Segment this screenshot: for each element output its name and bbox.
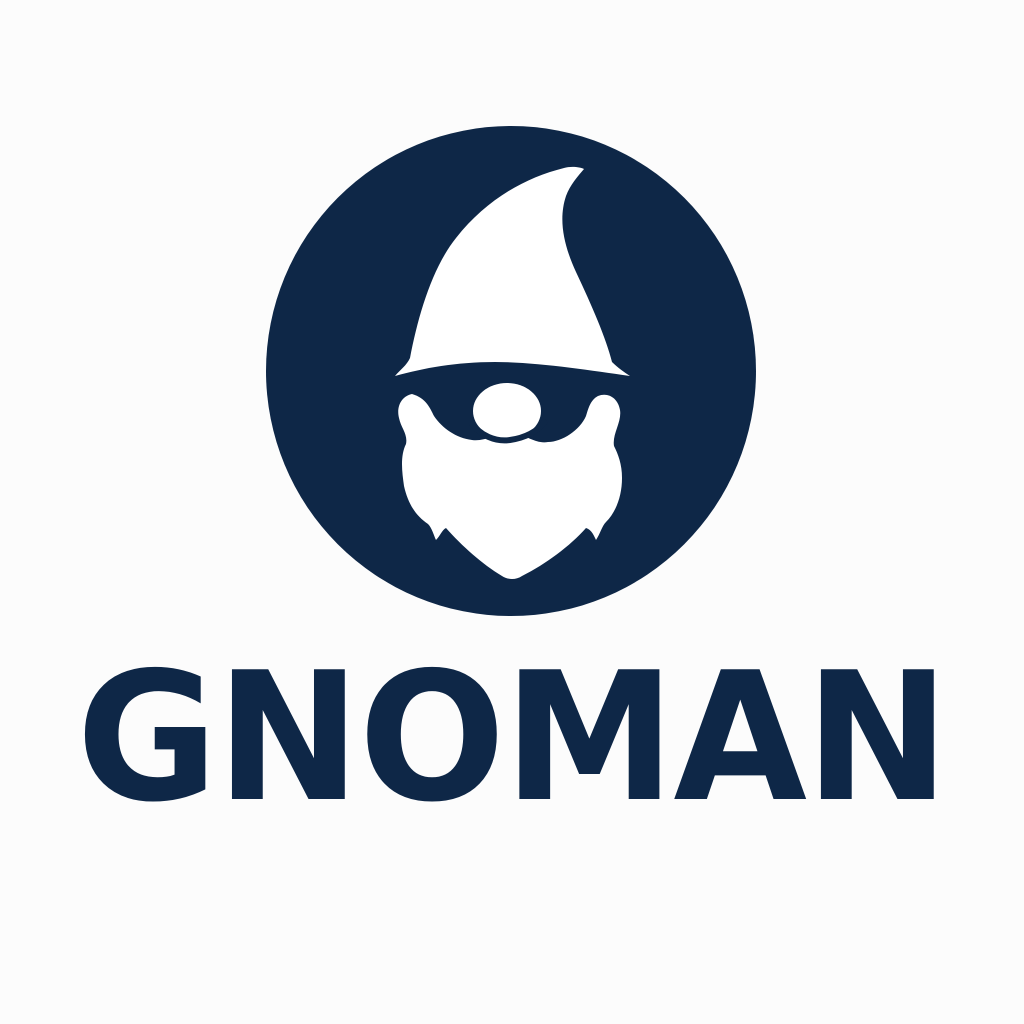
gnome-nose [473, 383, 541, 439]
logo-circle [266, 126, 756, 616]
gnome-beard [398, 394, 622, 579]
gnome-hat [395, 166, 630, 376]
gnome-nose-outline [468, 418, 549, 444]
brand-wordmark: GNOMAN [76, 634, 949, 841]
gnome-logo-icon [266, 126, 756, 616]
